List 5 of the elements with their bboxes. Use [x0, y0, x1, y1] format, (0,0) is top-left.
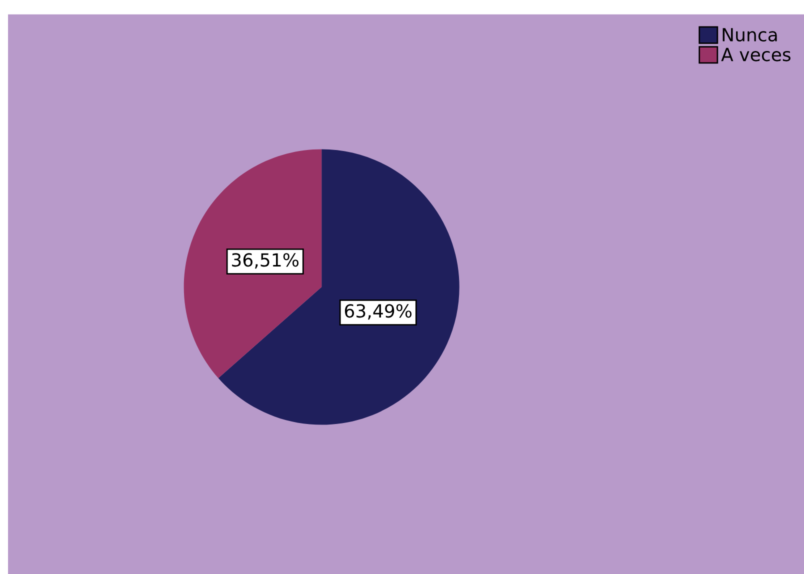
- legend-label: A veces: [721, 48, 790, 62]
- pie-slice: [218, 149, 460, 425]
- data-label: 36,51%: [232, 253, 299, 269]
- legend-label: Nunca: [722, 28, 777, 42]
- data-label: 63,49%: [344, 304, 412, 320]
